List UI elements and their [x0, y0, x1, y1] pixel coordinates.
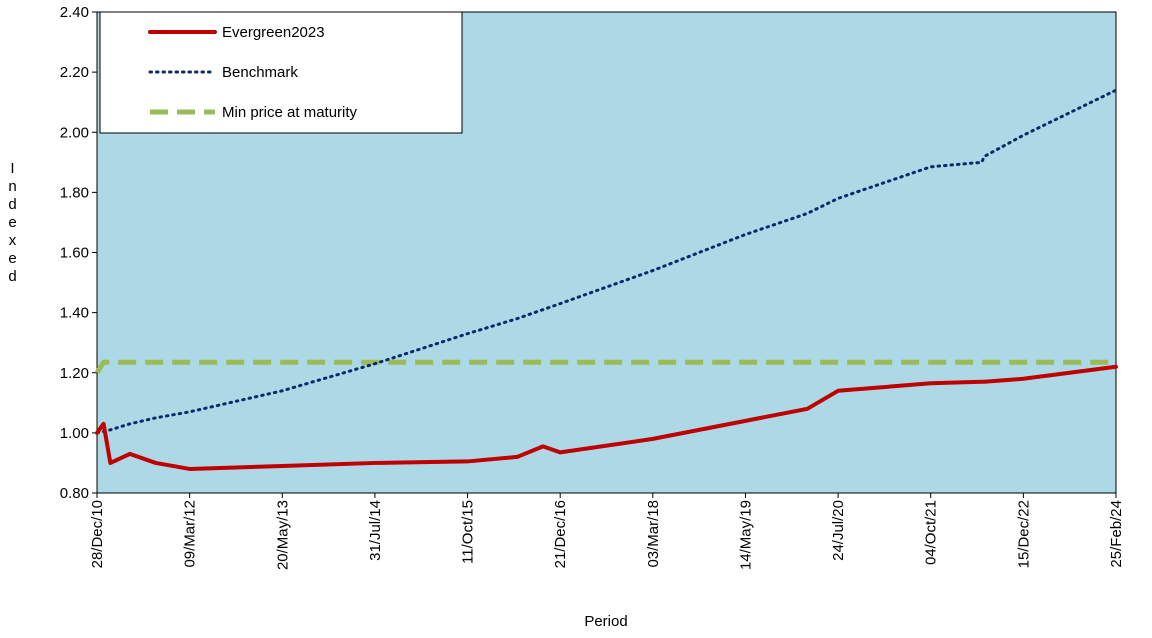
x-tick-label: 28/Dec/10: [89, 500, 106, 568]
x-tick-label: 25/Feb/24: [1108, 500, 1125, 568]
y-tick-label: 1.40: [60, 305, 89, 322]
y-tick-label: 1.20: [60, 365, 89, 382]
y-tick-label: 2.00: [60, 124, 89, 141]
x-axis-title: Period: [584, 613, 627, 630]
legend-label: Benchmark: [222, 64, 298, 81]
x-tick-label: 20/May/13: [274, 500, 291, 570]
series-line: [95, 88, 1118, 435]
y-tick-label: 2.40: [60, 4, 89, 21]
y-tick-label: 2.20: [60, 64, 89, 81]
y-tick-label: 1.80: [60, 184, 89, 201]
y-tick-label: 1.60: [60, 245, 89, 262]
x-tick-label: 11/Oct/15: [460, 500, 477, 564]
x-tick-label: 15/Dec/22: [1015, 500, 1032, 568]
legend-label: Min price at maturity: [222, 104, 358, 121]
x-tick-label: 04/Oct/21: [923, 500, 940, 565]
x-tick-label: 24/Jul/20: [830, 500, 847, 561]
x-tick-label: 14/May/19: [737, 500, 754, 570]
legend-label: Evergreen2023: [222, 24, 325, 41]
x-tick-label: 03/Mar/18: [645, 500, 662, 568]
y-axis-title: Indexed: [4, 160, 21, 286]
x-tick-label: 21/Dec/16: [552, 500, 569, 568]
legend: Evergreen2023 Benchmark Min price at matur…: [99, 11, 463, 134]
x-tick-label: 31/Jul/14: [367, 500, 384, 561]
series-line: [95, 364, 1118, 471]
y-tick-label: 0.80: [60, 485, 89, 502]
x-tick-label: 09/Mar/12: [182, 500, 199, 568]
y-tick-label: 1.00: [60, 425, 89, 442]
series-line: [94, 359, 1116, 375]
